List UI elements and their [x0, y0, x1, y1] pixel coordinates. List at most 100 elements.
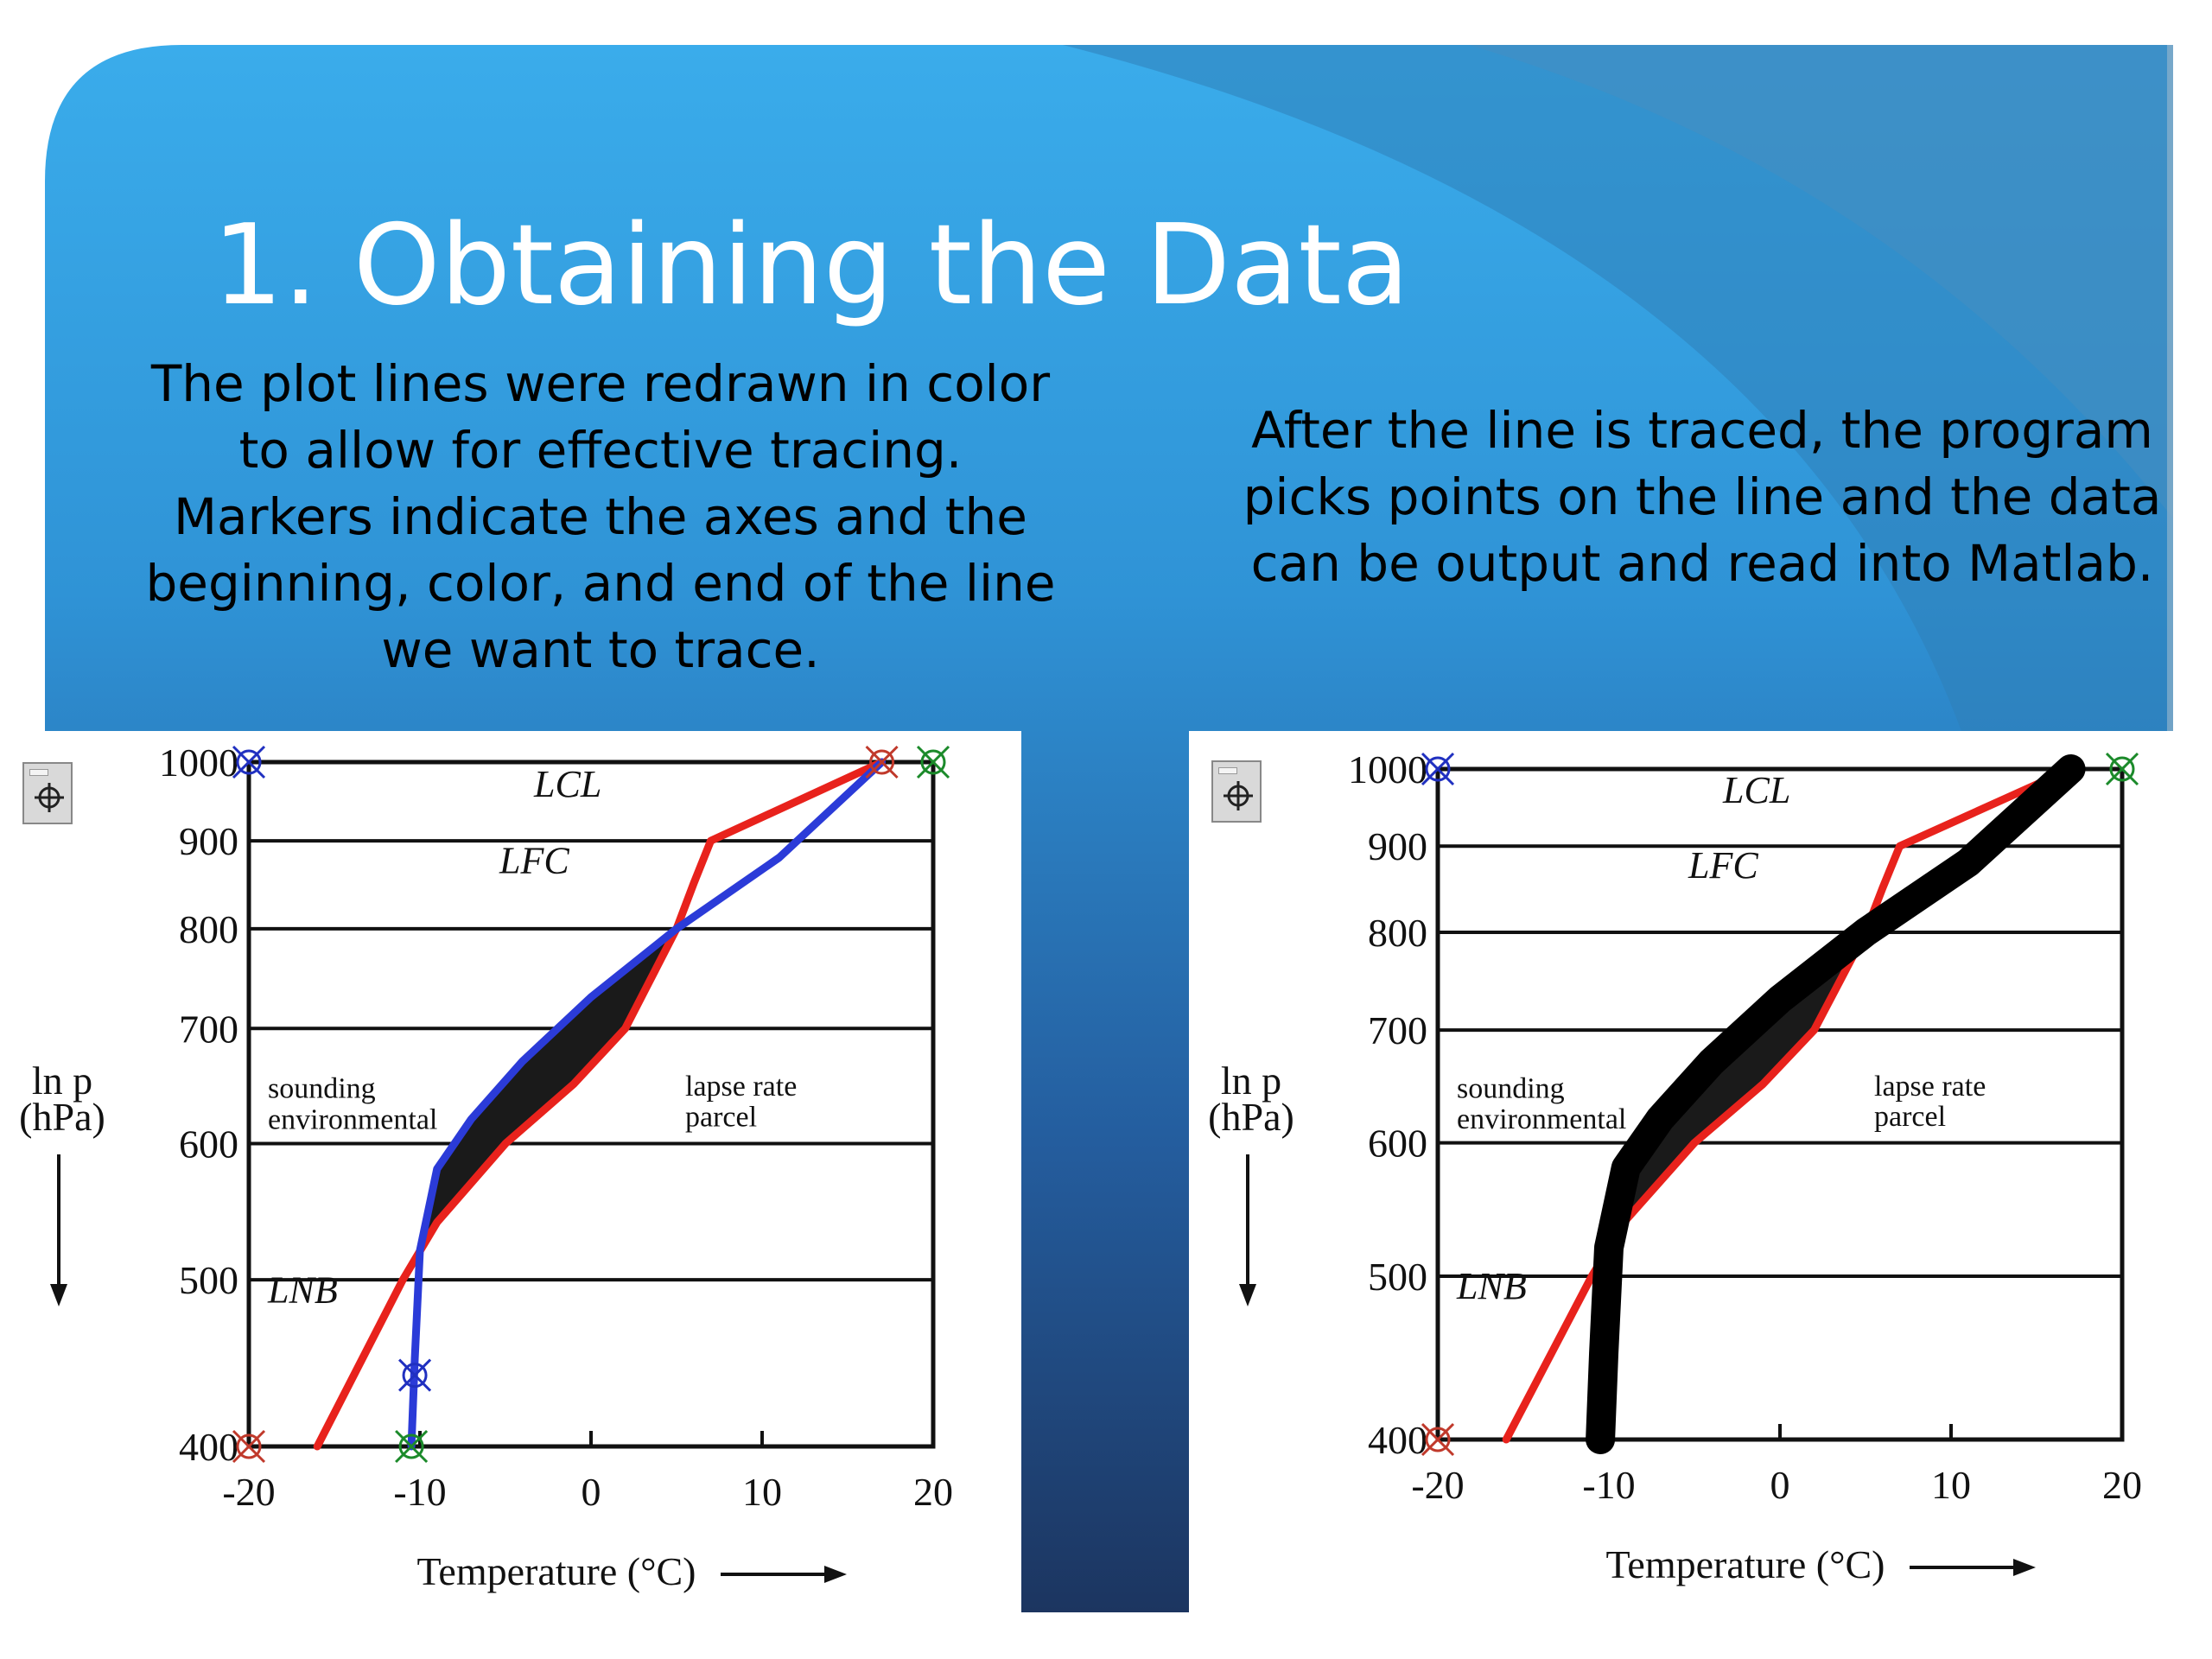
annotation-label: parcel	[1874, 1101, 1946, 1133]
skew-t-chart-left: 400 500 600 700 800 900 1000 -20 -10 0 10 20 Tempera…	[19, 741, 953, 1593]
left-caption-line: Markers indicate the axes and the	[173, 487, 1027, 546]
x-tick-label: 10	[1931, 1463, 1971, 1507]
x-tick-label: -20	[222, 1470, 275, 1514]
x-tick-label: 0	[1770, 1463, 1790, 1507]
left-caption-line: to allow for effective tracing.	[238, 421, 963, 480]
crosshair-icon	[35, 783, 64, 812]
trace-marker-ring	[920, 749, 946, 775]
y-tick-label: 600	[1368, 1122, 1427, 1166]
annotation-label: LNB	[1456, 1265, 1527, 1307]
y-tick-label: 700	[1368, 1008, 1427, 1052]
y-axis-arrow-head	[50, 1284, 67, 1306]
trace-marker-cross	[395, 1429, 429, 1464]
y-tick-label: 800	[179, 907, 238, 951]
trace-marker-ring	[398, 1433, 424, 1459]
trace-marker	[397, 1358, 432, 1392]
trace-marker-ring	[236, 749, 262, 775]
left-caption-line: we want to trace.	[381, 620, 820, 679]
annotation-label: environmental	[268, 1103, 437, 1135]
environment-profile-line	[407, 758, 887, 1451]
cape-shaded-area	[420, 928, 677, 1251]
annotation-label: LFC	[499, 839, 569, 881]
x-tick-label: 0	[582, 1470, 601, 1514]
tool-bar-icon	[1218, 767, 1237, 774]
annotation-label: lapse rate	[1874, 1071, 1986, 1103]
trace-marker-ring	[1425, 756, 1451, 782]
trace-marker	[1421, 1422, 1455, 1457]
y-tick-label: 1000	[159, 741, 238, 785]
trace-marker-ring	[1425, 1427, 1451, 1452]
annotation-label: LFC	[1688, 844, 1758, 887]
x-tick-label: 10	[742, 1470, 782, 1514]
trace-marker-cross	[1421, 1422, 1455, 1457]
left-caption-line: The plot lines were redrawn in color	[150, 354, 1051, 413]
trace-marker-cross	[865, 745, 899, 779]
trace-marker-ring	[402, 1363, 428, 1389]
skew-t-chart-right: 400 500 600 700 800 900 1000 -20 -10 0 10 20 Tempera…	[1208, 747, 2142, 1586]
left-caption-line: beginning, color, and end of the line	[145, 554, 1056, 613]
cape-shaded-area	[1609, 931, 1866, 1248]
y-tick-label: 900	[1368, 824, 1427, 868]
trace-marker	[865, 745, 899, 779]
y-tick-label: 500	[1368, 1255, 1427, 1299]
trace-marker	[395, 1429, 429, 1464]
tool-bar-icon	[29, 769, 48, 776]
x-tick-label: -10	[1582, 1463, 1635, 1507]
right-caption-line: picks points on the line and the data	[1243, 467, 2162, 526]
y-tick-label: 900	[179, 819, 238, 863]
right-plot-panel: 400 500 600 700 800 900 1000 -20 -10 0 10 20 Tempera…	[1189, 731, 2212, 1659]
crosshair-icon	[1224, 781, 1253, 810]
trace-marker	[2105, 752, 2139, 786]
y-axis-title-line1: ln p	[32, 1058, 92, 1103]
y-axis-title-line2: (hPa)	[1208, 1095, 1294, 1139]
trace-marker-cross	[397, 1358, 432, 1392]
y-axis-arrow-head	[1239, 1284, 1256, 1306]
x-tick-label: -10	[393, 1470, 446, 1514]
trace-tool-button[interactable]	[22, 762, 73, 824]
trace-marker-ring	[236, 1433, 262, 1459]
left-caption: The plot lines were redrawn in color to …	[130, 351, 1071, 683]
trace-marker-cross	[232, 1429, 266, 1464]
y-tick-label: 700	[179, 1007, 238, 1051]
environment-profile-line	[1586, 754, 2086, 1454]
x-axis-title: Temperature (°C)	[1606, 1542, 1885, 1586]
trace-marker-ring	[869, 749, 895, 775]
x-tick-label: -20	[1411, 1463, 1464, 1507]
y-tick-label: 1000	[1348, 747, 1427, 791]
y-axis-title-line1: ln p	[1221, 1058, 1281, 1103]
right-caption-line: can be output and read into Matlab.	[1250, 534, 2154, 593]
y-tick-label: 400	[1368, 1418, 1427, 1462]
annotation-label: sounding	[1457, 1073, 1565, 1105]
y-tick-label: 400	[179, 1425, 238, 1469]
trace-marker-cross	[916, 745, 950, 779]
slide-title: 1. Obtaining the Data	[213, 201, 1410, 330]
annotation-label: parcel	[685, 1102, 757, 1134]
x-axis-title: Temperature (°C)	[417, 1549, 696, 1593]
trace-marker-ring	[2109, 756, 2135, 782]
y-tick-label: 800	[1368, 911, 1427, 955]
x-tick-label: 20	[2102, 1463, 2142, 1507]
trace-marker-cross	[1421, 752, 1455, 786]
annotation-label: environmental	[1457, 1103, 1626, 1135]
x-tick-label: 20	[913, 1470, 953, 1514]
left-plot-panel: 400 500 600 700 800 900 1000 -20 -10 0 10 20 Tempera…	[0, 731, 1021, 1659]
annotation-label: lapse rate	[685, 1071, 797, 1103]
y-axis-title-line2: (hPa)	[19, 1095, 105, 1139]
right-caption-line: After the line is traced, the program	[1251, 401, 2153, 460]
trace-marker	[232, 1429, 266, 1464]
trace-marker	[232, 745, 266, 779]
trace-marker	[1421, 752, 1455, 786]
annotation-label: sounding	[268, 1072, 376, 1104]
y-tick-label: 500	[179, 1258, 238, 1302]
x-axis-arrow-head	[2013, 1559, 2036, 1576]
annotation-label: LNB	[267, 1268, 338, 1311]
annotation-label: LCL	[1722, 769, 1790, 811]
trace-tool-button[interactable]	[1211, 760, 1262, 823]
right-caption: After the line is traced, the program pi…	[1236, 397, 2169, 597]
trace-marker	[916, 745, 950, 779]
trace-marker-cross	[232, 745, 266, 779]
annotation-label: LCL	[533, 763, 601, 805]
x-axis-arrow-head	[824, 1566, 847, 1583]
y-tick-label: 600	[179, 1122, 238, 1166]
trace-marker-cross	[2105, 752, 2139, 786]
